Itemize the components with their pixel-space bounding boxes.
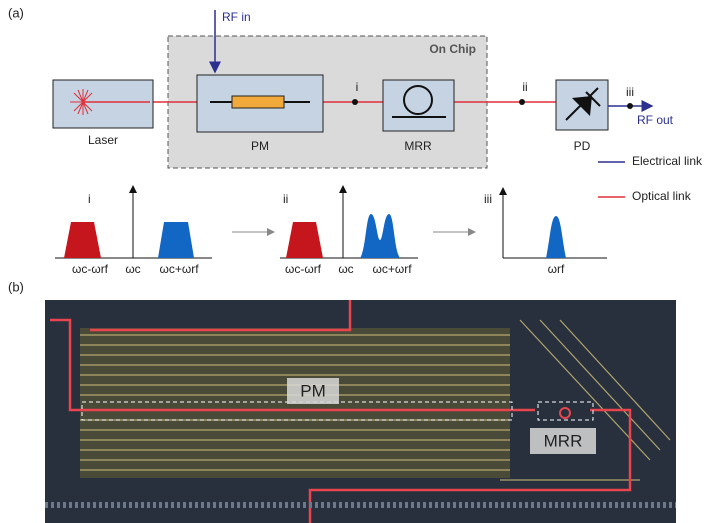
node-label: ii: [522, 80, 527, 94]
figure: (a) On Chip Laser RF in PM i MRR ii PD i…: [0, 0, 712, 523]
freq-label: ωc: [338, 262, 353, 276]
chip-photo: [45, 300, 676, 523]
spectrum-label: ii: [283, 192, 288, 206]
node-label: i: [356, 80, 359, 94]
rf-in-label: RF in: [222, 10, 251, 24]
photo-label: MRR: [544, 431, 583, 450]
sideband: [286, 222, 323, 258]
spectrum-label: iii: [484, 192, 492, 206]
node-dot: [352, 99, 358, 105]
electrode: [232, 96, 284, 108]
legend-label: Optical link: [632, 189, 692, 203]
chip-label: On Chip: [429, 42, 476, 56]
block-label: PD: [574, 139, 591, 153]
freq-label: ωc: [125, 262, 140, 276]
freq-label: ωc-ωrf: [285, 262, 322, 276]
freq-label: ωc+ωrf: [159, 262, 199, 276]
block-label: Laser: [88, 133, 118, 147]
sideband: [158, 222, 194, 258]
panel-label: (b): [8, 279, 24, 294]
block-label: MRR: [404, 139, 432, 153]
photo-label: PM: [300, 381, 326, 400]
legend-label: Electrical link: [632, 154, 703, 168]
mrr-block: [383, 80, 454, 131]
freq-label: ωc+ωrf: [372, 262, 412, 276]
panel-label: (a): [8, 5, 24, 20]
block-label: PM: [251, 139, 269, 153]
sideband: [360, 214, 400, 258]
node-label: iii: [626, 85, 634, 99]
rf-out-label: RF out: [637, 113, 674, 127]
node-dot: [627, 103, 633, 109]
node-dot: [519, 99, 525, 105]
freq-label: ωc-ωrf: [72, 262, 109, 276]
freq-label: ωrf: [548, 262, 565, 276]
spectrum-label: i: [88, 192, 91, 206]
signal-peak: [546, 216, 566, 258]
laser-block: [53, 80, 153, 128]
sideband: [64, 222, 101, 258]
